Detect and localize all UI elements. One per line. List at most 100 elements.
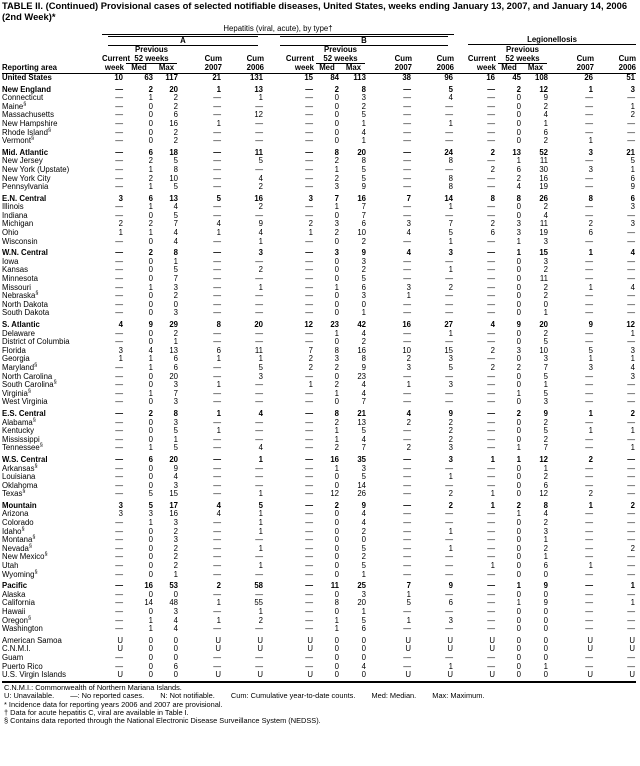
cell-value: 2	[148, 173, 153, 183]
cell-value: —	[255, 210, 263, 220]
region-row: Pacific — 16 53 2 58 — 11 25 7 9 — 1 9 — 1	[2, 582, 636, 591]
cell-value: 0	[334, 93, 339, 103]
cell-value: 0	[334, 371, 339, 381]
cell-value: 3	[543, 236, 548, 246]
cell-value: 2	[490, 219, 495, 229]
cell-value: —	[255, 426, 263, 436]
table-row: Connecticut — 1 2 — 1 — 0 3 — 4 — 0 9 — —	[2, 94, 636, 103]
cell-value: 0	[148, 110, 153, 120]
cell-value: 1	[216, 354, 221, 364]
cell-value: 6	[173, 110, 178, 120]
reporting-area-label: Pennsylvania	[2, 182, 49, 192]
region-row: E.N. Central 3 6 13 5 16 3 7 16 7 14 8 8 26 8 6	[2, 193, 636, 204]
cell-value: —	[213, 282, 221, 292]
cell-value: —	[403, 265, 411, 275]
cell-value: —	[115, 282, 123, 292]
cell-value: 2	[173, 561, 178, 571]
cell-value: 3	[630, 345, 635, 355]
cell-value: —	[115, 84, 123, 94]
cell-value: —	[585, 380, 593, 390]
cell-value: 0	[148, 328, 153, 338]
cell-value: 12	[254, 110, 263, 120]
cell-value: —	[487, 543, 495, 553]
cell-value: 1	[308, 228, 313, 238]
cell-value: 10	[169, 173, 178, 183]
cell-value: 131	[249, 72, 263, 82]
cell-value: —	[305, 164, 313, 174]
cell-value: —	[403, 371, 411, 381]
cell-value: 8	[216, 320, 221, 329]
cell-value: 2	[361, 552, 366, 562]
cell-value: U	[587, 670, 593, 680]
cell-value: —	[585, 274, 593, 284]
cell-value: —	[115, 397, 123, 407]
table-row: New Hampshire — 0 16 1 — — 0 1 — 1 — 0 1 — —	[2, 119, 636, 129]
cell-value: 0	[516, 299, 521, 309]
cell-value: 8	[588, 193, 593, 203]
table-row: Utah — 0 2 — 1 — 0 5 — — 1 0 6 1 —	[2, 561, 636, 571]
cell-value: 6	[148, 193, 153, 203]
cell-value: 0	[173, 644, 178, 654]
cell-value: 6	[543, 480, 548, 490]
cell-value: 1	[148, 354, 153, 364]
cell-value: —	[403, 552, 411, 562]
cell-value: —	[487, 282, 495, 292]
cell-value: 4	[173, 202, 178, 212]
cell-value: —	[255, 652, 263, 662]
reporting-area-label: Louisiana	[2, 472, 36, 482]
cell-value: 9	[630, 182, 635, 192]
cell-value: 1	[148, 624, 153, 634]
cell-value: —	[305, 607, 313, 616]
cell-value: 4	[361, 328, 366, 338]
cell-value: —	[305, 248, 313, 258]
cell-value: —	[255, 397, 263, 407]
cell-value: 1	[148, 388, 153, 398]
cell-value: —	[487, 417, 495, 427]
cell-value: 2	[173, 543, 178, 553]
cell-value: 4	[361, 661, 366, 671]
cell-value: 3	[118, 345, 123, 355]
cell-value: 0	[516, 426, 521, 436]
cell-value: 0	[516, 535, 521, 545]
cell-value: 0	[148, 543, 153, 553]
cell-value: 3	[448, 248, 453, 258]
cell-value: 8	[490, 193, 495, 203]
data-table: Hepatitis (viral, acute), by type† A B L…	[2, 22, 636, 680]
cell-value: 24	[444, 147, 453, 157]
cell-value: 3	[516, 219, 521, 229]
reporting-area-label: Texas§	[2, 488, 26, 499]
cell-value: 0	[148, 552, 153, 562]
cell-value: —	[115, 256, 123, 266]
cell-value: U	[117, 635, 123, 645]
cell-value: 0	[516, 265, 521, 275]
cell-value: 27	[444, 320, 453, 329]
cell-value: 0	[334, 236, 339, 246]
cell-value: —	[115, 182, 123, 192]
cell-value: 4	[258, 228, 263, 238]
cell-value: 48	[169, 598, 178, 608]
cell-value: 1	[448, 661, 453, 671]
cell-value: 1	[543, 661, 548, 671]
previous-header: Previous	[324, 45, 357, 55]
cell-value: 2	[406, 417, 411, 427]
cell-value: —	[585, 110, 593, 120]
cell-value: 12	[304, 320, 313, 329]
cell-value: 1	[516, 454, 521, 464]
cell-value: —	[115, 147, 123, 157]
table-row: Ohio 1 1 4 1 4 1 2 10 4 5 6 3 19 6 —	[2, 228, 636, 238]
cell-value: —	[445, 291, 453, 301]
cell-value: —	[487, 661, 495, 671]
footnote-nedss: § Contains data reported through the Nat…	[4, 716, 321, 726]
cell-value: 0	[516, 354, 521, 364]
cell-value: 108	[534, 72, 548, 82]
cell-value: 0	[516, 380, 521, 390]
cell-value: 5	[543, 426, 548, 436]
table-header: Hepatitis (viral, acute), by type† A B L…	[2, 22, 636, 74]
cell-value: —	[115, 426, 123, 436]
week-header: week	[454, 64, 496, 74]
cell-value: 6	[216, 345, 221, 355]
cell-value: —	[487, 173, 495, 183]
reporting-area-label: Ohio	[2, 228, 19, 238]
cell-value: 9	[588, 320, 593, 329]
cell-value: 0	[334, 136, 339, 146]
